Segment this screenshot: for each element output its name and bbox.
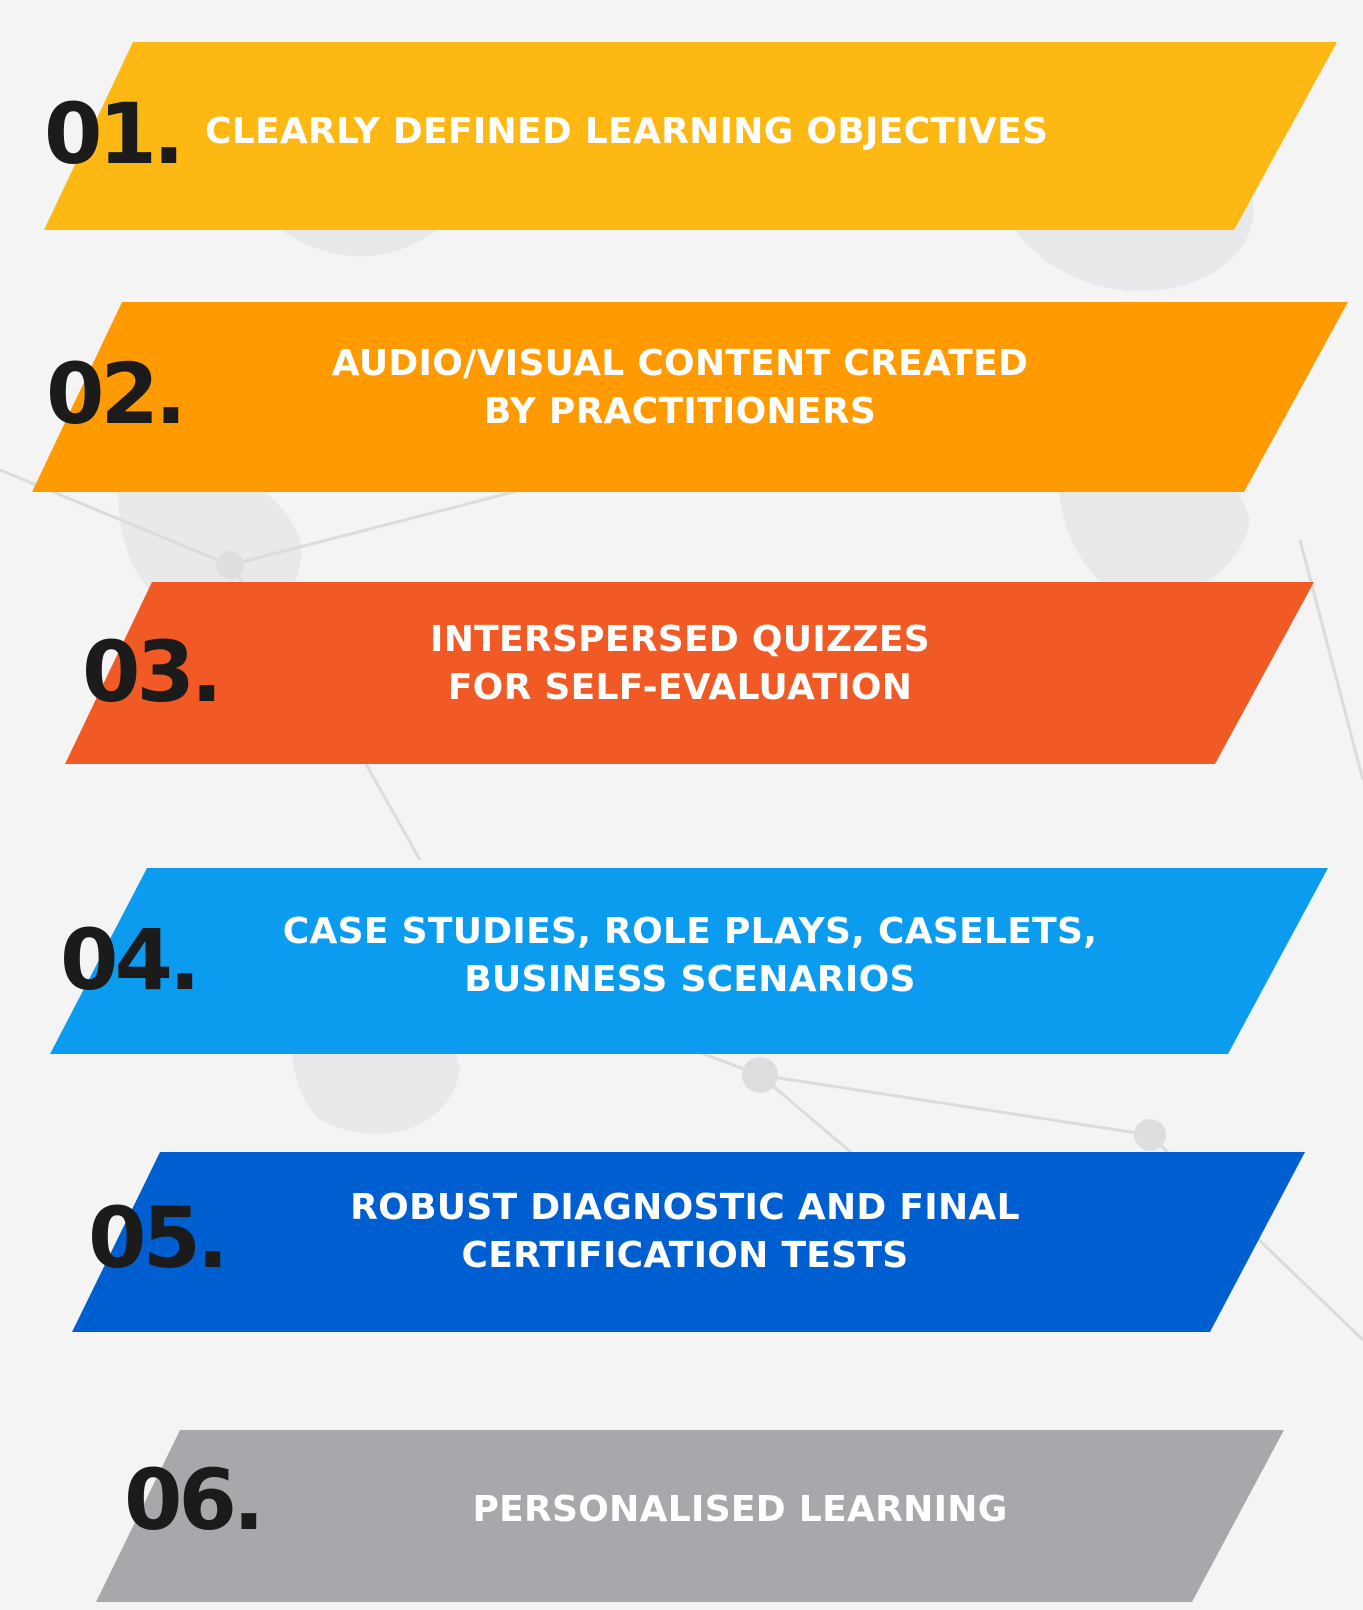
band-6 <box>96 1430 1284 1602</box>
band-shape-3 <box>65 582 1314 764</box>
item-label-4-line-2: BUSINESS SCENARIOS <box>464 959 916 1000</box>
item-number-4: 04. <box>60 911 201 1009</box>
item-label-3: INTERSPERSED QUIZZES FOR SELF-EVALUATION <box>330 616 1030 712</box>
item-label-2: AUDIO/VISUAL CONTENT CREATED BY PRACTITI… <box>260 340 1100 436</box>
item-label-3-line-2: FOR SELF-EVALUATION <box>447 667 913 708</box>
band-4 <box>50 868 1328 1054</box>
item-row-6: 06. PERSONALISED LEARNING <box>0 1430 1363 1602</box>
item-label-4-line-1: CASE STUDIES, ROLE PLAYS, CASELETS, <box>282 911 1098 952</box>
item-row-1: 01. CLEARLY DEFINED LEARNING OBJECTIVES <box>0 42 1363 230</box>
band-3 <box>65 582 1314 764</box>
band-shape-1 <box>44 42 1337 230</box>
band-2 <box>32 302 1348 492</box>
item-number-1: 01. <box>44 85 185 183</box>
band-5 <box>72 1152 1305 1332</box>
item-label-6: PERSONALISED LEARNING <box>440 1486 1040 1534</box>
item-row-5: 05. ROBUST DIAGNOSTIC AND FINAL CERTIFIC… <box>0 1152 1363 1332</box>
band-shape-2 <box>32 302 1348 492</box>
item-number-5: 05. <box>88 1189 229 1287</box>
item-row-4: 04. CASE STUDIES, ROLE PLAYS, CASELETS, … <box>0 868 1363 1054</box>
item-label-6-line-1: PERSONALISED LEARNING <box>472 1489 1008 1530</box>
item-number-6: 06. <box>124 1451 265 1549</box>
band-1 <box>44 42 1337 230</box>
item-label-5: ROBUST DIAGNOSTIC AND FINAL CERTIFICATIO… <box>300 1184 1070 1280</box>
item-number-2: 02. <box>46 345 187 443</box>
item-label-2-line-2: BY PRACTITIONERS <box>483 391 877 432</box>
item-label-1: CLEARLY DEFINED LEARNING OBJECTIVES <box>205 108 1095 156</box>
item-row-3: 03. INTERSPERSED QUIZZES FOR SELF-EVALUA… <box>0 582 1363 764</box>
item-number-3: 03. <box>82 623 223 721</box>
band-shape-5 <box>72 1152 1305 1332</box>
band-shape-4 <box>50 868 1328 1054</box>
band-shape-6 <box>96 1430 1284 1602</box>
item-label-2-line-1: AUDIO/VISUAL CONTENT CREATED <box>331 343 1029 384</box>
item-label-3-line-1: INTERSPERSED QUIZZES <box>430 619 930 660</box>
item-label-1-line-1: CLEARLY DEFINED LEARNING OBJECTIVES <box>205 111 1049 152</box>
item-label-4: CASE STUDIES, ROLE PLAYS, CASELETS, BUSI… <box>240 908 1140 1004</box>
item-label-5-line-1: ROBUST DIAGNOSTIC AND FINAL <box>350 1187 1020 1228</box>
item-row-2: 02. AUDIO/VISUAL CONTENT CREATED BY PRAC… <box>0 302 1363 492</box>
item-label-5-line-2: CERTIFICATION TESTS <box>461 1235 909 1276</box>
